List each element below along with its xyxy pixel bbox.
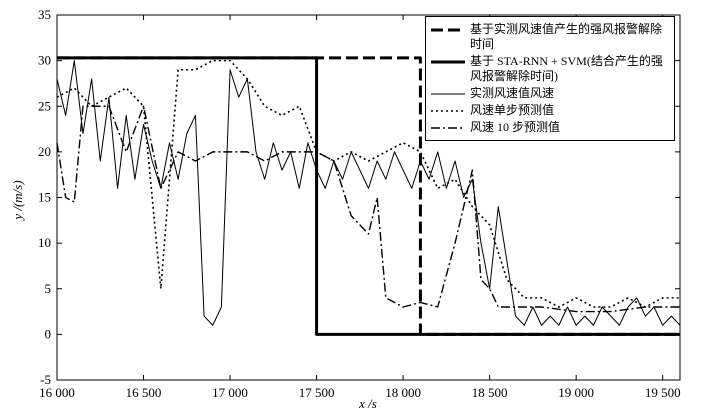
series-line — [56, 105, 680, 313]
x-tick-label: 19 500 — [645, 385, 681, 400]
series-line — [56, 60, 681, 326]
x-axis-title: x /s — [358, 396, 377, 411]
x-tick-label: 16 500 — [126, 385, 162, 400]
x-tick-label: 18 000 — [385, 385, 421, 400]
legend-item: 风速 10 步预测值 — [430, 120, 670, 135]
y-tick-label: -5 — [40, 372, 51, 387]
legend-swatch — [431, 60, 465, 64]
y-tick-label: 10 — [38, 235, 51, 250]
x-tick-label: 17 000 — [212, 385, 248, 400]
legend-swatch — [431, 127, 465, 129]
plot-frame — [56, 14, 681, 381]
legend-item: 基于实测风速值产生的强风报警解除时间 — [430, 22, 670, 52]
series-line — [56, 59, 680, 308]
legend: 基于实测风速值产生的强风报警解除时间 基于 STA-RNN + SVM(结合产生的… — [425, 16, 675, 141]
legend-label: 基于实测风速值产生的强风报警解除时间 — [470, 22, 663, 51]
legend-item: 基于 STA-RNN + SVM(结合产生的强风报警解除时间) — [430, 54, 670, 84]
legend-label: 实测风速值风速 — [470, 86, 555, 100]
legend-swatch — [431, 110, 465, 112]
y-tick-label: 25 — [38, 98, 51, 113]
y-tick-label: 20 — [38, 144, 51, 159]
series-line — [57, 56, 680, 336]
y-tick-label: 0 — [45, 326, 52, 341]
legend-item: 风速单步预测值 — [430, 103, 670, 118]
y-tick-label: 15 — [38, 190, 51, 205]
legend-label: 风速 10 步预测值 — [470, 120, 561, 134]
y-tick-label: 35 — [38, 7, 51, 22]
y-tick-label: 30 — [38, 53, 51, 68]
y-axis-title: y /(m/s) — [10, 180, 25, 221]
legend-label: 基于 STA-RNN + SVM(结合产生的强风报警解除时间) — [470, 54, 663, 83]
x-tick-label: 18 500 — [472, 385, 508, 400]
legend-item: 实测风速值风速 — [430, 86, 670, 101]
legend-swatch — [431, 93, 465, 95]
legend-label: 风速单步预测值 — [470, 103, 555, 117]
x-tick-label: 16 000 — [39, 385, 75, 400]
x-tick-label: 19 000 — [558, 385, 594, 400]
y-tick-label: 5 — [45, 281, 52, 296]
legend-swatch — [431, 28, 465, 32]
x-tick-label: 17 500 — [299, 385, 335, 400]
